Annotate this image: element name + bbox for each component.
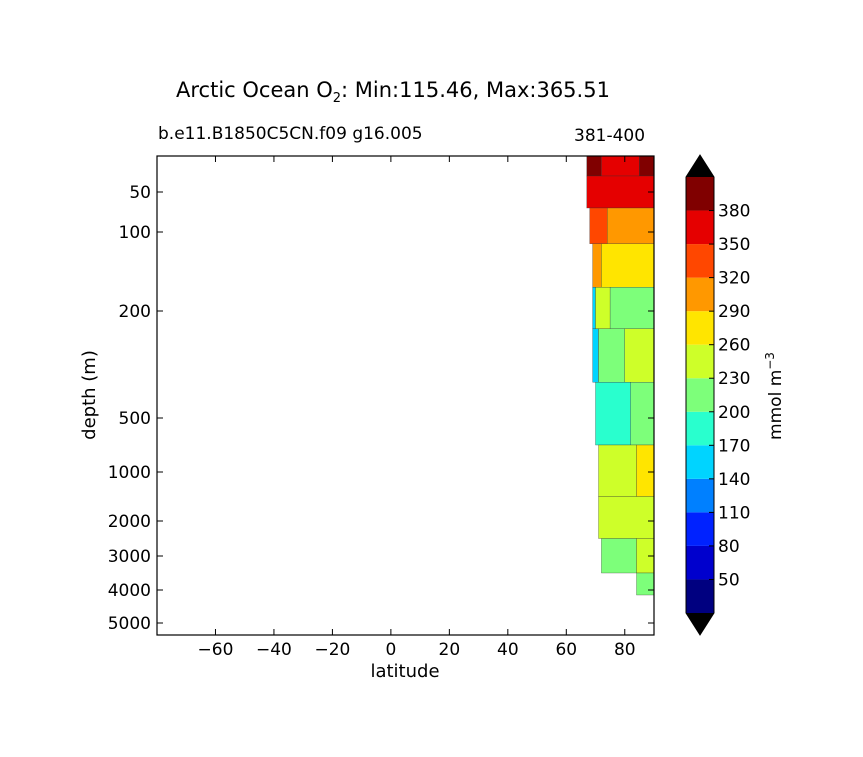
contour-plot — [586, 155, 655, 596]
contour-band — [592, 287, 596, 329]
x-tick-label: 20 — [439, 640, 461, 660]
x-tick-label: 60 — [555, 640, 577, 660]
colorbar-tick-label: 290 — [718, 302, 750, 322]
colorbar-frame — [685, 154, 715, 636]
contour-band — [595, 382, 631, 446]
contour-band — [609, 287, 655, 329]
colorbar-swatch — [686, 177, 714, 211]
y-tick-label: 500 — [119, 409, 151, 429]
y-tick-label: 2000 — [108, 512, 151, 532]
y-tick-label: 50 — [129, 183, 151, 203]
x-tick-label: 80 — [614, 640, 636, 660]
colorbar-under-arrow — [686, 613, 714, 635]
contour-band — [601, 155, 640, 177]
y-tick-label: 100 — [119, 223, 151, 243]
colorbar-swatch — [686, 512, 714, 546]
x-axis: −60 −40 −20 0 20 40 60 80 — [198, 156, 636, 660]
case-name: b.e11.B1850C5CN.f09 g16.005 — [158, 124, 423, 144]
contour-band — [624, 328, 655, 383]
colorbar-swatch — [686, 579, 714, 613]
contour-band — [592, 243, 602, 288]
y-tick-label: 3000 — [108, 547, 151, 567]
colorbar-swatch — [686, 378, 714, 412]
y-tick-label: 200 — [119, 302, 151, 322]
contour-band — [586, 175, 655, 209]
colorbar-tick-label: 80 — [718, 537, 740, 557]
y-tick-label: 1000 — [108, 463, 151, 483]
contour-band — [586, 155, 602, 177]
colorbar-tick-label: 140 — [718, 470, 750, 490]
contour-band — [636, 572, 655, 596]
contour-band — [592, 328, 599, 383]
x-tick-label: −40 — [256, 640, 292, 660]
colorbar-tick-label: 380 — [718, 202, 750, 222]
colorbar-unit: mmol m — [766, 370, 786, 440]
contour-band — [601, 538, 637, 574]
chart-title-suffix: : Min:115.46, Max:365.51 — [341, 78, 610, 102]
y-axis-label: depth (m) — [79, 350, 100, 440]
contour-band — [607, 207, 655, 244]
colorbar-tick-label: 350 — [718, 235, 750, 255]
x-tick-label: −60 — [198, 640, 234, 660]
colorbar-tick-label: 110 — [718, 503, 750, 523]
colorbar-swatch — [686, 344, 714, 379]
contour-band — [589, 207, 608, 244]
chart-title-prefix: Arctic Ocean O — [176, 78, 333, 102]
chart-title-subscript: 2 — [332, 91, 342, 107]
colorbar-swatch — [686, 478, 714, 513]
colorbar-swatch — [686, 545, 714, 580]
colorbar-swatch — [686, 210, 714, 245]
colorbar-tick-label: 170 — [718, 436, 750, 456]
contour-band — [601, 243, 655, 288]
chart-title: Arctic Ocean O2: Min:115.46, Max:365.51 — [176, 78, 610, 106]
colorbar-swatch — [686, 411, 714, 446]
x-tick-label: −20 — [314, 640, 350, 660]
x-axis-label: latitude — [370, 661, 439, 682]
colorbar-tick-label: 50 — [718, 570, 740, 590]
colorbar-label: mmol m−3 — [763, 352, 786, 440]
contour-band — [630, 382, 655, 446]
contour-band — [598, 444, 637, 497]
colorbar-tick-label: 260 — [718, 336, 750, 356]
plot-frame — [156, 155, 655, 636]
colorbar: 50 80 110 140 170 200 230 260 290 320 350 380 — [685, 154, 750, 636]
colorbar-unit-exponent: −3 — [763, 352, 777, 370]
colorbar-tick-label: 200 — [718, 403, 750, 423]
y-tick-label: 4000 — [108, 581, 151, 601]
colorbar-tick-label: 230 — [718, 369, 750, 389]
contour-band — [595, 287, 611, 329]
x-tick-label: 0 — [385, 640, 396, 660]
colorbar-swatch — [686, 445, 714, 479]
contour-band — [636, 444, 655, 497]
colorbar-tick-label: 320 — [718, 269, 750, 289]
colorbar-swatch — [686, 277, 714, 312]
y-tick-label: 5000 — [108, 614, 151, 634]
contour-band — [639, 155, 655, 177]
contour-band — [598, 328, 625, 383]
colorbar-swatch — [686, 244, 714, 278]
colorbar-over-arrow — [686, 155, 714, 177]
contour-band — [598, 496, 655, 539]
year-range: 381-400 — [574, 126, 646, 146]
colorbar-swatch — [686, 311, 714, 345]
x-tick-label: 40 — [497, 640, 519, 660]
y-axis: 50 100 200 500 1000 2000 3000 4000 5000 — [108, 183, 654, 634]
